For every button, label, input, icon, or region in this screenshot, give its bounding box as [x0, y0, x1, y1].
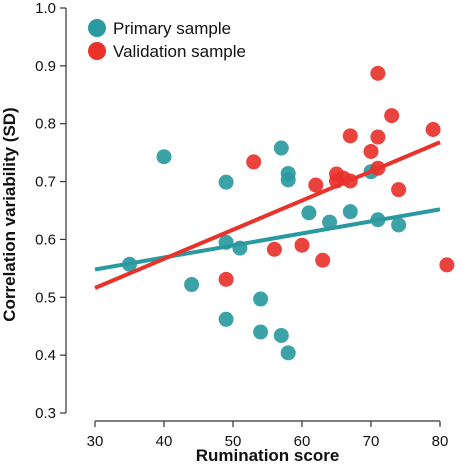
primary-sample-point	[156, 149, 172, 165]
primary-sample-point	[253, 324, 269, 340]
x-tick-label: 40	[156, 433, 173, 450]
y-tick-label: 0.3	[35, 405, 56, 422]
validation-sample-point	[391, 182, 407, 198]
validation-sample-point	[294, 237, 310, 253]
legend-marker-validation-sample	[88, 42, 106, 60]
data-points	[122, 65, 455, 361]
regression-lines	[94, 140, 441, 290]
y-tick-label: 0.6	[35, 231, 56, 248]
x-tick-label: 60	[294, 433, 311, 450]
validation-sample-point	[266, 241, 282, 257]
validation-sample-point	[342, 128, 358, 144]
axes	[65, 8, 440, 422]
x-tick-label: 30	[87, 433, 104, 450]
x-tick-label: 70	[363, 433, 380, 450]
legend: Primary sample Validation sample	[88, 19, 246, 61]
validation-sample-fit-line	[94, 140, 441, 290]
validation-sample-point	[384, 108, 400, 124]
y-axis-ticks: 0.3 0.4 0.5 0.6 0.7 0.8 0.9 1.0	[35, 0, 66, 422]
legend-label-validation-sample: Validation sample	[113, 42, 246, 61]
validation-sample-point	[218, 271, 234, 287]
x-tick-label: 50	[225, 433, 242, 450]
y-tick-label: 0.9	[35, 58, 56, 75]
validation-sample-point	[439, 257, 455, 273]
legend-marker-primary-sample	[88, 19, 106, 37]
validation-sample-point	[370, 65, 386, 81]
x-tick-label: 80	[432, 433, 449, 450]
primary-sample-point	[273, 140, 289, 156]
validation-sample-point	[246, 154, 262, 170]
y-tick-label: 0.5	[35, 289, 56, 306]
x-axis-ticks: 30 40 50 60 70 80	[87, 421, 449, 450]
validation-sample-point	[315, 252, 331, 268]
y-axis-title: Correlation variability (SD)	[0, 107, 19, 321]
y-tick-label: 1.0	[35, 0, 56, 17]
primary-sample-point	[218, 311, 234, 327]
validation-sample-point	[425, 122, 441, 137]
primary-sample-point	[322, 214, 338, 230]
validation-sample-point	[308, 177, 324, 193]
validation-sample-point	[363, 143, 379, 159]
primary-sample-point	[301, 205, 317, 221]
validation-sample-point	[370, 129, 386, 145]
primary-sample-point	[253, 291, 269, 307]
y-tick-label: 0.7	[35, 174, 56, 191]
x-axis-title: Rumination score	[196, 446, 340, 465]
primary-sample-point	[218, 174, 234, 190]
primary-sample-point	[280, 345, 296, 361]
y-tick-label: 0.4	[35, 347, 56, 364]
primary-sample-fit-line	[94, 207, 441, 272]
primary-sample-point	[391, 217, 407, 233]
primary-sample-point	[280, 172, 296, 188]
y-tick-label: 0.8	[35, 116, 56, 133]
legend-label-primary-sample: Primary sample	[113, 19, 231, 38]
primary-sample-point	[184, 277, 200, 293]
primary-sample-point	[342, 204, 358, 220]
primary-sample-point	[273, 327, 289, 343]
